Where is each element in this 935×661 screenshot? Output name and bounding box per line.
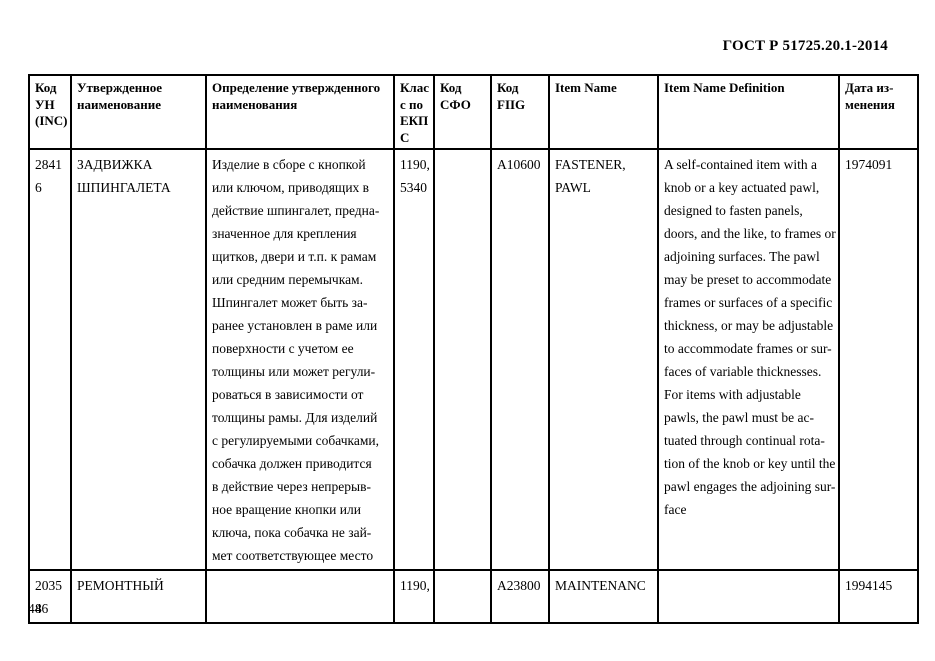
col-header-approved-name: Утвержденное наименование	[70, 74, 207, 150]
document-reference: ГОСТ Р 51725.20.1-2014	[722, 38, 888, 54]
col-header-change-date: Дата из-менения	[838, 74, 919, 150]
table-row: 20358 РЕМОНТНЫЙ 1190, A23800 MAINTENANC …	[28, 569, 919, 624]
table-row: 28416 ЗАДВИЖКА ШПИНГАЛЕТА Изделие в сбор…	[28, 148, 919, 571]
page-number: 446	[28, 601, 49, 616]
cell-definition-ru: Изделие в сборе с кнопкой или ключом, пр…	[205, 148, 395, 571]
cell-change-date: 1974091	[838, 148, 919, 571]
cell-approved-name: РЕМОНТНЫЙ	[70, 569, 207, 624]
cell-ekps-class: 1190, 5340	[393, 148, 435, 571]
cell-fiig-code: A23800	[490, 569, 550, 624]
cell-change-date: 1994145	[838, 569, 919, 624]
col-header-item-name-definition: Item Name Definition	[657, 74, 840, 150]
cell-fiig-code: A10600	[490, 148, 550, 571]
classification-table: Код УН (INC) Утвержденное наименование О…	[28, 74, 919, 624]
cell-item-name: FASTENER, PAWL	[548, 148, 659, 571]
cell-item-name: MAINTENANC	[548, 569, 659, 624]
cell-approved-name: ЗАДВИЖКА ШПИНГАЛЕТА	[70, 148, 207, 571]
cell-sfo-code	[433, 148, 492, 571]
cell-item-name-definition	[657, 569, 840, 624]
cell-inc-code: 20358	[28, 569, 72, 624]
cell-inc-code: 28416	[28, 148, 72, 571]
cell-item-name-definition: A self-contained item with a knob or a k…	[657, 148, 840, 571]
col-header-item-name: Item Name	[548, 74, 659, 150]
col-header-inc-code: Код УН (INC)	[28, 74, 72, 150]
cell-sfo-code	[433, 569, 492, 624]
col-header-ekps-class: Класс по ЕКПС	[393, 74, 435, 150]
col-header-fiig-code: Код FIIG	[490, 74, 550, 150]
cell-definition-ru	[205, 569, 395, 624]
col-header-sfo-code: Код СФО	[433, 74, 492, 150]
col-header-definition-ru: Определение утвержденного наименования	[205, 74, 395, 150]
table-header-row: Код УН (INC) Утвержденное наименование О…	[28, 74, 919, 150]
cell-ekps-class: 1190,	[393, 569, 435, 624]
